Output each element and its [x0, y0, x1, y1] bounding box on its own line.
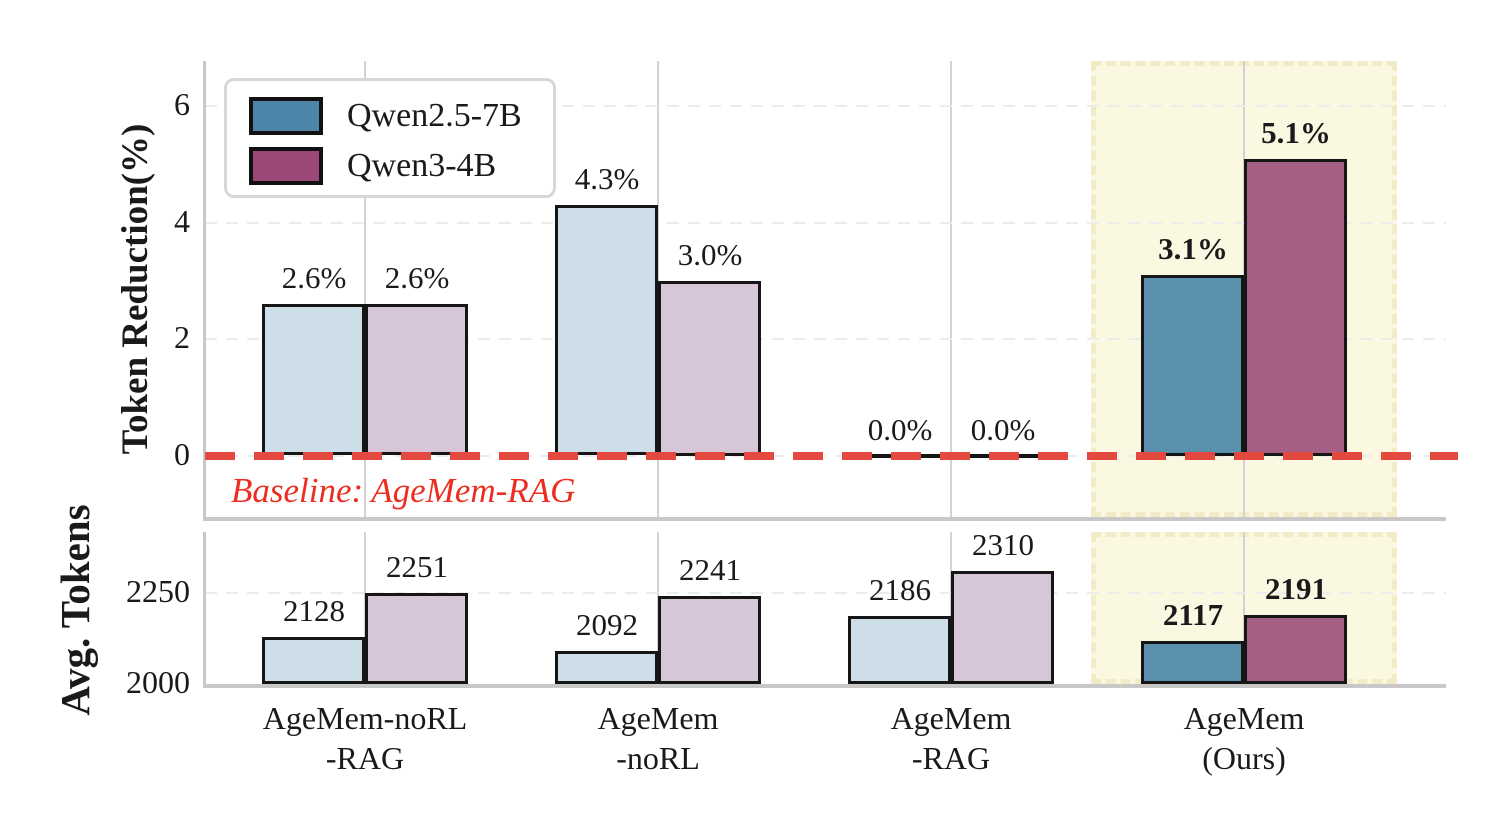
baseline-line	[205, 452, 1458, 460]
bar-qwen3-4b	[365, 304, 468, 455]
horizontal-gridline	[205, 222, 1446, 224]
bar-qwen2-5-7b	[555, 651, 658, 684]
bar-value-label: 4.3%	[574, 161, 640, 196]
bar-qwen2-5-7b	[1141, 641, 1244, 684]
horizontal-gridline	[205, 592, 1446, 594]
bar-value-label: 0.0%	[867, 412, 933, 447]
axis-spine-bottom	[203, 684, 1446, 688]
bar-qwen3-4b	[658, 596, 761, 684]
legend-label-qwen3-4b: Qwen3-4B	[347, 147, 497, 184]
vertical-gridline	[364, 61, 366, 517]
horizontal-gridline	[205, 105, 1446, 107]
y-tick-label: 2000	[126, 664, 190, 700]
y-tick-label: 6	[174, 86, 190, 122]
y-tick-label: 2250	[126, 573, 190, 609]
vertical-gridline	[950, 61, 952, 517]
bar-value-label: 3.0%	[677, 237, 743, 272]
legend-item-qwen3-4b: Qwen3-4B	[249, 141, 553, 191]
y-axis-label-avg-tokens: Avg. Tokens	[52, 504, 98, 716]
bar-qwen2-5-7b	[262, 304, 365, 455]
x-category-label: AgeMem -noRL	[597, 700, 719, 776]
axis-spine-bottom	[203, 517, 1446, 521]
bar-qwen3-4b	[658, 281, 761, 456]
bar-value-label: 2191	[1265, 571, 1327, 606]
vertical-gridline	[1243, 532, 1245, 684]
bar-qwen2-5-7b	[1141, 275, 1244, 456]
y-axis-label-token-reduction: Token Reduction(%)	[115, 123, 156, 455]
bar-qwen2-5-7b	[848, 616, 951, 684]
bar-value-label: 2092	[576, 607, 638, 642]
x-category-label: AgeMem -RAG	[890, 700, 1012, 776]
bar-value-label: 2310	[972, 527, 1034, 562]
bar-value-label: 3.1%	[1158, 231, 1228, 266]
x-category-label: AgeMem (Ours)	[1183, 700, 1305, 776]
legend-swatch-qwen3-4b	[249, 147, 323, 185]
bar-qwen3-4b	[951, 571, 1054, 684]
x-category-label: AgeMem-noRL -RAG	[262, 700, 468, 776]
bar-value-label: 0.0%	[970, 412, 1036, 447]
legend-swatch-qwen25-7b	[249, 97, 323, 135]
bar-value-label: 5.1%	[1261, 115, 1331, 150]
bar-value-label: 2241	[679, 552, 741, 587]
axis-spine-left	[203, 61, 206, 519]
y-tick-label: 4	[174, 203, 190, 239]
bar-value-label: 2251	[386, 549, 448, 584]
bar-value-label: 2117	[1162, 597, 1224, 632]
baseline-label: Baseline: AgeMem-RAG	[231, 471, 576, 510]
horizontal-gridline	[205, 338, 1446, 340]
bar-qwen2-5-7b	[262, 637, 365, 684]
bar-value-label: 2.6%	[281, 260, 347, 295]
bar-qwen3-4b	[1244, 615, 1347, 684]
bar-qwen3-4b	[365, 593, 468, 684]
legend: Qwen2.5-7B Qwen3-4B	[224, 78, 556, 198]
bar-value-label: 2128	[283, 593, 345, 628]
bar-value-label: 2.6%	[384, 260, 450, 295]
axis-spine-left	[203, 532, 206, 686]
bar-value-label: 2186	[869, 572, 931, 607]
y-tick-label: 0	[174, 436, 190, 472]
y-tick-label: 2	[174, 319, 190, 355]
legend-label-qwen25-7b: Qwen2.5-7B	[347, 97, 522, 134]
legend-item-qwen25-7b: Qwen2.5-7B	[249, 91, 553, 141]
bar-qwen3-4b	[1244, 159, 1347, 456]
